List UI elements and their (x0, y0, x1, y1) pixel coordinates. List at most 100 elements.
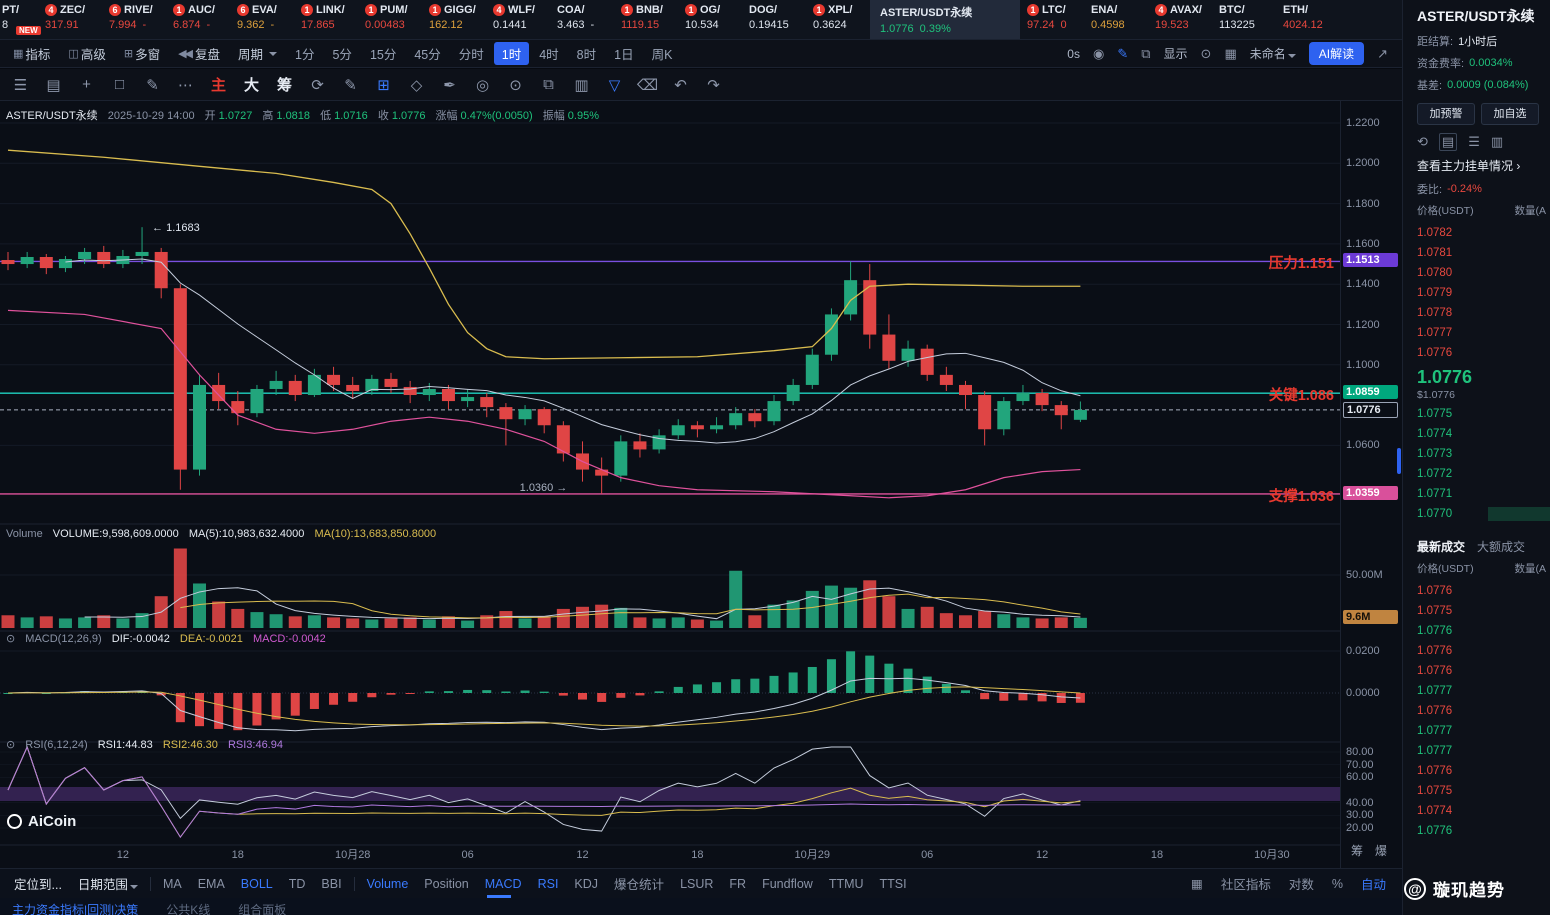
bottom-option-社区指标[interactable]: 社区指标 (1220, 878, 1271, 892)
bid-row[interactable]: 1.0772 (1417, 464, 1550, 484)
rsi-settings-icon[interactable]: ⊙ (6, 739, 16, 751)
add-alert-button[interactable]: 加预警 (1417, 103, 1475, 125)
undo-icon[interactable]: ↶ (674, 76, 687, 94)
copy-icon[interactable]: ⧉ (543, 76, 554, 93)
overlay-toggle-TD[interactable]: TD (288, 876, 306, 891)
list-view-icon[interactable]: ☰ (1468, 134, 1480, 149)
indicator-toggle-TTMU[interactable]: TTMU (828, 876, 864, 891)
indicator-toggle-Fundflow[interactable]: Fundflow (762, 876, 813, 891)
layout-grid-icon[interactable]: ▦ (1224, 45, 1237, 61)
ask-row[interactable]: 1.0777 (1417, 323, 1550, 343)
shape-tool-icon[interactable]: ◇ (410, 76, 423, 94)
share-icon[interactable]: ↗ (1377, 45, 1388, 61)
period-select[interactable]: 周期 (229, 44, 286, 63)
ask-row[interactable]: 1.0780 (1417, 263, 1550, 283)
chip-distribution-toggle[interactable]: 筹 (276, 77, 292, 94)
ask-row[interactable]: 1.0779 (1417, 283, 1550, 303)
bottom-option-%[interactable]: % (1331, 876, 1343, 891)
add-favorite-button[interactable]: 加自选 (1481, 103, 1539, 125)
timeframe-4时[interactable]: 4时 (539, 48, 559, 62)
timeframe-5分[interactable]: 5分 (332, 48, 352, 62)
timeframe-8时[interactable]: 8时 (576, 48, 597, 62)
indicator-toggle-爆仓统计[interactable]: 爆仓统计 (614, 878, 665, 892)
bid-row[interactable]: 1.0770 (1417, 504, 1550, 524)
indicator-toggle-LSUR[interactable]: LSUR (680, 876, 714, 891)
indicator-toggle-Volume[interactable]: Volume (366, 876, 409, 891)
indicator-toggle-RSI[interactable]: RSI (537, 876, 559, 891)
camera-icon[interactable]: ◉ (1092, 45, 1105, 61)
grid-view-icon[interactable]: ▥ (1490, 134, 1504, 149)
delete-drawing-icon[interactable]: ⌫ (636, 76, 659, 94)
bid-row[interactable]: 1.0773 (1417, 444, 1550, 464)
ticker-item-16[interactable]: ENA/0.4598 (1084, 0, 1148, 39)
ticker-item-5[interactable]: 1 LINK/17.865 (294, 0, 358, 39)
chart-area[interactable]: ← 1.1683 1.0360 → 12 18 10月28 06 12 18 10月29 06 12… (0, 101, 1340, 868)
compare-icon[interactable]: ⊞ (377, 76, 390, 94)
ticker-item-7[interactable]: 1 GIGG/162.12 (422, 0, 486, 39)
settings-icon[interactable]: ⊙ (1200, 45, 1212, 61)
strip-item[interactable]: 组合面板 (238, 903, 287, 915)
ticker-item-15[interactable]: 1 LTC/97.24 0 (1020, 0, 1084, 39)
locate-button[interactable]: 定位到... (14, 878, 62, 892)
overlay-toggle-BOLL[interactable]: BOLL (240, 876, 273, 891)
indicator-toggle-Position[interactable]: Position (424, 876, 469, 891)
community-grid-icon[interactable]: ▦ (1191, 877, 1203, 891)
overlay-toggle-BBI[interactable]: BBI (321, 876, 342, 891)
indicator-toggle-MACD[interactable]: MACD (477, 877, 530, 898)
main-chart-toggle[interactable]: 主 (210, 77, 226, 94)
more-tools-icon[interactable]: ⋯ (178, 76, 193, 94)
strip-item[interactable]: 主力资金指标|回测|决策 (12, 903, 139, 915)
bid-row[interactable]: 1.0774 (1417, 424, 1550, 444)
overlay-toggle-EMA[interactable]: EMA (197, 876, 225, 891)
pen-tool-icon[interactable]: ✒ (443, 76, 456, 94)
expand-icon[interactable]: ⧉ (1141, 45, 1151, 61)
toolbar-item-indicator[interactable]: ▦ 指标 (4, 44, 59, 63)
rectangle-tool-icon[interactable]: □ (114, 76, 125, 93)
template-select[interactable]: 未命名 (1250, 45, 1296, 62)
trades-tab-大额成交[interactable]: 大额成交 (1477, 539, 1526, 554)
ticker-item-11[interactable]: 1 OG/10.534 (678, 0, 742, 39)
indicator-toggle-TTSI[interactable]: TTSI (879, 876, 907, 891)
countdown-label[interactable]: 0s (1067, 46, 1080, 61)
timeframe-1日[interactable]: 1日 (614, 48, 634, 62)
toolbar-item-multi-window[interactable]: ⊞ 多窗 (115, 44, 169, 63)
timeframe-1时[interactable]: 1时 (493, 42, 530, 65)
ticker-item-9[interactable]: COA/3.463- (550, 0, 614, 39)
ai-analysis-button[interactable]: AI解读 (1308, 42, 1365, 65)
ticker-item-6[interactable]: 1 PUM/0.00483 (358, 0, 422, 39)
ticker-item-0[interactable]: PT/8 NEW (0, 0, 41, 39)
edit-icon[interactable]: ✎ (1117, 45, 1129, 61)
ticker-item-14[interactable]: ASTER/USDT永续 1.0776 0.39% (870, 0, 1020, 39)
ticker-item-12[interactable]: DOG/0.19415 (742, 0, 806, 39)
timeframe-1分[interactable]: 1分 (295, 48, 315, 62)
axis-button-筹[interactable]: 筹 (1351, 844, 1364, 858)
crosshair-icon[interactable]: + (82, 76, 91, 93)
indicator-toggle-FR[interactable]: FR (729, 876, 747, 891)
pencil-tool-icon[interactable]: ✎ (146, 76, 159, 94)
display-toggle[interactable]: 显示 (1163, 47, 1188, 61)
bottom-option-对数[interactable]: 对数 (1288, 878, 1314, 892)
bid-row[interactable]: 1.0771 (1417, 484, 1550, 504)
price-axis[interactable]: 1.2200 1.2000 1.1800 1.1600 1.1400 1.1200 1.10… (1340, 101, 1402, 868)
toolbar-item-replay[interactable]: ◀◀ 复盘 (169, 44, 229, 63)
redo-icon[interactable]: ↷ (707, 76, 720, 94)
ask-row[interactable]: 1.0782 (1417, 223, 1550, 243)
ticker-item-10[interactable]: 1 BNB/1119.15 (614, 0, 678, 39)
timeframe-周K[interactable]: 周K (651, 48, 673, 62)
macd-settings-icon[interactable]: ⊙ (6, 633, 16, 645)
ticker-item-8[interactable]: 4 WLF/0.1441 (486, 0, 550, 39)
axis-scrollbar-thumb[interactable] (1397, 448, 1401, 474)
ticker-item-13[interactable]: 1 XPL/0.3624 (806, 0, 870, 39)
main-orders-link[interactable]: 查看主力挂单情况 › (1417, 154, 1550, 178)
large-chart-toggle[interactable]: 大 (243, 77, 259, 94)
filter-icon[interactable]: ▽ (608, 76, 621, 94)
ticker-item-2[interactable]: 6 RIVE/7.994- (102, 0, 166, 39)
ticker-item-3[interactable]: 1 AUC/6.874- (166, 0, 230, 39)
magnet-icon[interactable]: ⊙ (509, 76, 522, 94)
marker-tool-icon[interactable]: ◎ (475, 76, 490, 94)
trades-tab-最新成交[interactable]: 最新成交 (1417, 539, 1466, 554)
bid-row[interactable]: 1.0775 (1417, 404, 1550, 424)
template-icon[interactable]: ▥ (574, 76, 589, 94)
timeframe-分时[interactable]: 分时 (458, 48, 484, 62)
bottom-option-自动[interactable]: 自动 (1360, 878, 1386, 892)
